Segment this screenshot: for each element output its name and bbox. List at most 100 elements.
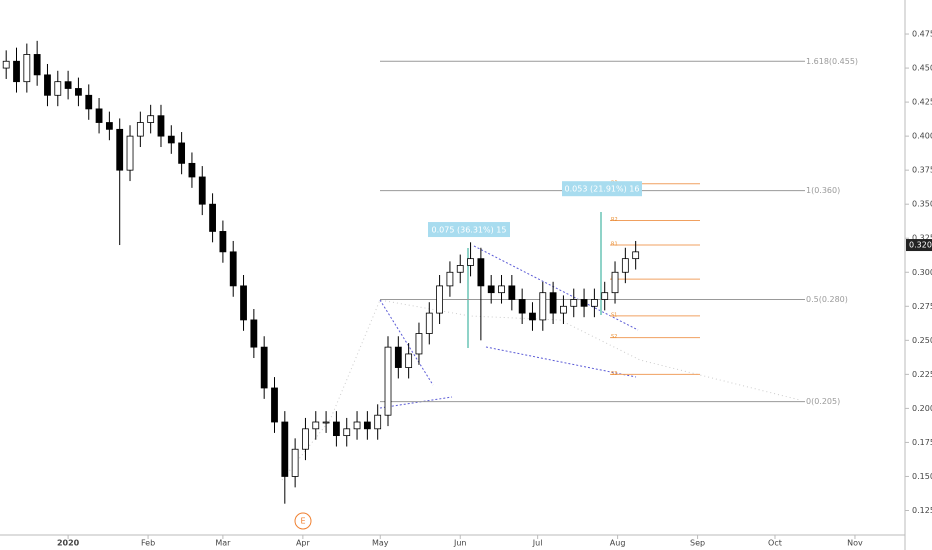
candle-body [518, 299, 526, 314]
y-tick-label: 0.350 [912, 200, 932, 209]
candles [2, 40, 640, 504]
candle-body [436, 285, 444, 314]
candle-body [240, 285, 247, 321]
candle-body [2, 60, 10, 69]
measure-label: 0.053 (21.91%) 16 [565, 185, 640, 194]
last-price-box [906, 239, 932, 252]
candle-body [611, 271, 619, 294]
pivot-label: S2 [611, 334, 617, 340]
y-tick-label: 0.225 [912, 370, 932, 379]
candle-body [601, 292, 609, 300]
x-tick-label: May [372, 539, 389, 548]
candle-body [312, 421, 320, 430]
y-tick-label: 0.175 [912, 438, 932, 447]
candle-body [126, 135, 134, 171]
x-tick-label: Apr [296, 539, 311, 548]
candle-body [415, 333, 423, 355]
candle-body [85, 94, 93, 110]
pivot-label: S1 [611, 312, 617, 318]
projection [281, 299, 801, 481]
candle-body [302, 428, 309, 450]
y-tick-label: 0.300 [912, 268, 932, 277]
fib-label: 0(0.205) [806, 397, 840, 406]
event-label: E [300, 517, 305, 526]
y-tick-label: 0.200 [912, 404, 932, 413]
y-tick-label: 0.450 [912, 64, 932, 73]
y-tick-label: 0.125 [912, 506, 932, 515]
x-tick-label: Jul [532, 539, 543, 548]
x-tick-label: Sep [690, 539, 705, 548]
y-tick-label: 0.250 [912, 336, 932, 345]
last-price-label: 0.320 [909, 241, 932, 250]
x-tick-label: Feb [141, 539, 155, 548]
x-tick-label: Jun [453, 539, 467, 548]
candle-body [405, 353, 413, 368]
x-tick-label: Aug [610, 539, 626, 548]
x-tick-label: Mar [215, 539, 231, 548]
candle-body [539, 292, 547, 321]
candle-body [322, 421, 330, 424]
candle-body [621, 258, 629, 273]
candle-body [271, 387, 278, 423]
candle-body [590, 299, 598, 307]
fib-label: 1.618(0.455) [806, 57, 858, 66]
candle-body [219, 231, 227, 253]
fib-label: 0.5(0.280) [806, 295, 848, 304]
candle-body [209, 203, 216, 232]
fib-label: 1(0.360) [806, 186, 840, 195]
candle-body [549, 292, 557, 314]
candle-body [116, 128, 124, 171]
candle-body [343, 428, 351, 437]
candle-body [374, 414, 382, 430]
candle-body [580, 299, 588, 307]
candle-body [570, 299, 578, 307]
candle-body [147, 115, 155, 123]
candle-body [425, 312, 433, 334]
candle-body [456, 265, 464, 273]
candle-body [384, 346, 392, 416]
candle-body [44, 74, 51, 96]
candle-body [33, 54, 41, 76]
y-tick-label: 0.425 [912, 98, 932, 107]
measure-box [562, 181, 642, 197]
candle-body [333, 421, 340, 437]
candle-body [229, 251, 237, 287]
y-tick-label: 0.400 [912, 132, 932, 141]
x-tick-label: Oct [768, 539, 782, 548]
candle-body [446, 271, 454, 287]
candle-body [281, 421, 289, 477]
candle-body [508, 285, 516, 300]
pivot-label: R2 [611, 217, 618, 223]
candle-body [105, 122, 113, 130]
candle-body [167, 135, 175, 144]
candle-body [394, 346, 402, 368]
candle-body [487, 285, 495, 294]
y-tick-label: 0.150 [912, 472, 932, 481]
candle-body [75, 88, 82, 96]
y-tick-label: 0.275 [912, 302, 932, 311]
candle-body [560, 305, 567, 314]
candle-body [477, 258, 485, 287]
measure-box [428, 222, 510, 238]
event-marker[interactable] [294, 512, 312, 530]
candle-body [632, 251, 640, 260]
candle-body [260, 346, 268, 389]
candle-body [13, 60, 20, 83]
candle-body [467, 258, 474, 266]
candle-body [64, 81, 72, 89]
candle-body [198, 176, 206, 205]
candle-body [188, 162, 196, 178]
candle-body [353, 421, 361, 430]
candle-body [178, 142, 186, 164]
y-tick-label: 0.475 [912, 30, 932, 39]
candle-body [498, 285, 505, 294]
candle-body [363, 421, 371, 430]
candle-body [529, 312, 536, 321]
candle-body [95, 108, 103, 123]
candle-body [136, 122, 144, 137]
candle-body [23, 54, 31, 83]
x-tick-label: 2020 [57, 539, 80, 548]
y-tick-label: 0.375 [912, 166, 932, 175]
